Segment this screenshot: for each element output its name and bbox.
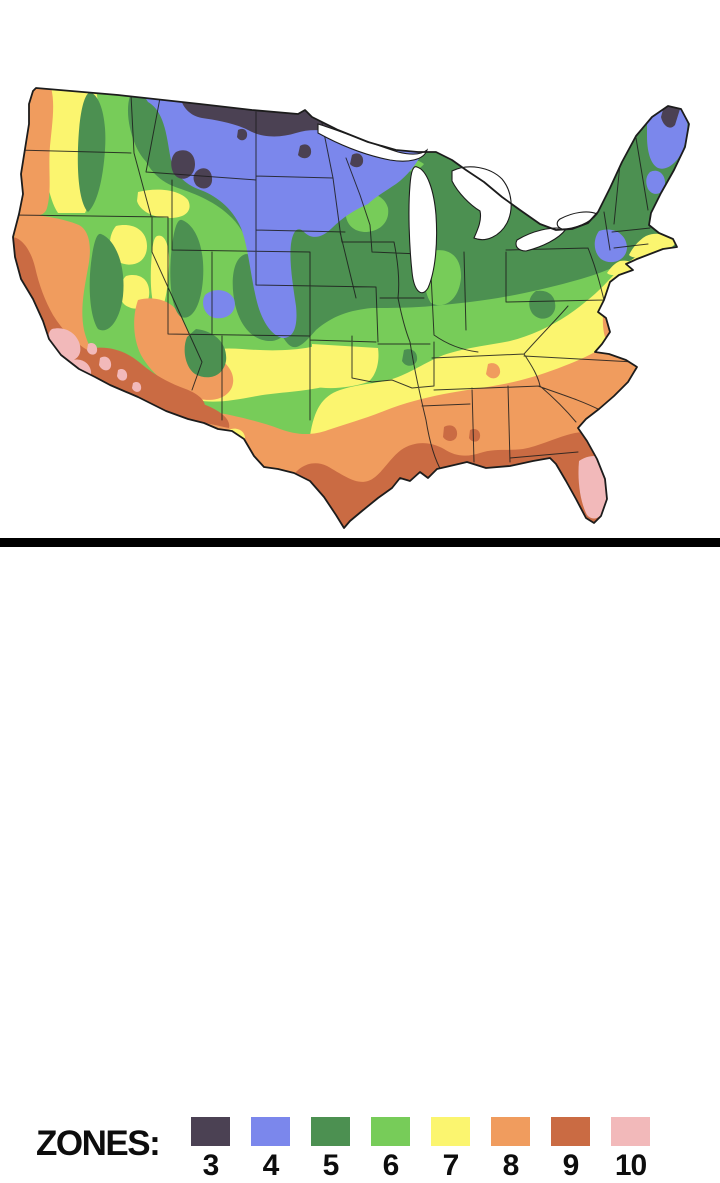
lake-erie [515, 227, 567, 252]
lake-huron [451, 166, 512, 241]
divider-bar [0, 538, 720, 547]
zone-4-region [140, 92, 688, 338]
zone-5-swatch [311, 1117, 350, 1146]
hardiness-zone-map [0, 0, 720, 538]
lake-michigan [408, 166, 438, 294]
zone-6-swatch [371, 1117, 410, 1146]
zone-3-region [171, 96, 680, 189]
zone-9-swatch [551, 1117, 590, 1146]
zone-5-label: 5 [322, 1149, 340, 1182]
zone-6-label: 6 [382, 1149, 400, 1182]
zone-10-label: 10 [614, 1149, 647, 1182]
zone-4-swatch [251, 1117, 290, 1146]
state-borders [13, 94, 651, 473]
zone-7-swatch [431, 1117, 470, 1146]
us-map-svg [12, 87, 690, 529]
zone-8-label: 8 [502, 1149, 520, 1182]
zone-8-swatch [491, 1117, 530, 1146]
zone-3-swatch [191, 1117, 230, 1146]
zone-9-label: 9 [562, 1149, 580, 1182]
zone-4-label: 4 [262, 1149, 280, 1182]
great-lakes [317, 123, 598, 294]
legend: ZONES: 3 4 5 6 7 8 9 10 [0, 548, 720, 1182]
zone-10-swatch [611, 1117, 650, 1146]
zone-3-label: 3 [202, 1149, 220, 1182]
us-outline [12, 87, 690, 529]
legend-title: ZONES: [36, 1124, 161, 1163]
zone-7-label: 7 [442, 1149, 460, 1182]
zone-5-mountains [77, 92, 556, 378]
